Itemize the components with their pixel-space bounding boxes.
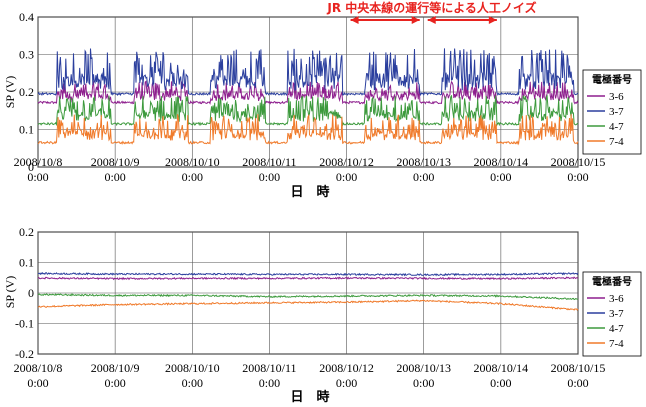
legend-label-3-7: 3-7: [609, 308, 624, 320]
legend-title: 電極番号: [592, 73, 632, 86]
x-tick-time: 0:00: [182, 170, 203, 184]
annotation-arrow-head-left: [350, 16, 359, 24]
series-line-7-4: [37, 113, 579, 146]
x-tick-time: 0:00: [567, 376, 588, 390]
x-axis-label-bottom: 日 時: [290, 389, 329, 405]
y-tick-label: 0.1: [19, 123, 34, 137]
x-axis-label-top: 日 時: [290, 184, 329, 200]
x-tick-date: 2008/10/8: [14, 155, 63, 169]
legend-label-3-6: 3-6: [609, 91, 624, 103]
legend-box: [582, 271, 642, 357]
x-tick-date: 2008/10/13: [396, 155, 451, 169]
x-tick-date: 2008/10/15: [551, 361, 606, 375]
legend-label-4-7: 4-7: [609, 323, 624, 335]
series-line-3-7: [37, 271, 579, 277]
y-tick-label: -0.2: [15, 347, 34, 361]
x-tick-time: 0:00: [104, 376, 125, 390]
x-tick-date: 2008/10/11: [242, 155, 296, 169]
legend-label-3-7: 3-7: [609, 106, 624, 118]
legend: 電極番号 3-6 3-7 4-7 7-4: [582, 69, 642, 155]
y-tick-label: 0.3: [19, 48, 34, 62]
x-tick-time: 0:00: [413, 170, 434, 184]
legend-label-7-4: 7-4: [609, 136, 624, 148]
x-tick-date: 2008/10/9: [91, 361, 140, 375]
x-tick-time: 0:00: [259, 170, 280, 184]
x-tick-time: 0:00: [336, 376, 357, 390]
y-axis-label-top: SP (V): [3, 76, 17, 109]
series-layer: [37, 271, 579, 311]
x-tick-time: 0:00: [27, 170, 48, 184]
y-axis-label-bottom: SP (V): [3, 276, 17, 309]
x-tick-date: 2008/10/12: [319, 361, 374, 375]
y-tick-label: 0.2: [19, 225, 34, 239]
x-tick-time: 0:00: [567, 170, 588, 184]
x-tick-time: 0:00: [27, 376, 48, 390]
series-line-4-7: [37, 94, 579, 127]
x-tick-date: 2008/10/11: [242, 361, 296, 375]
x-tick-date: 2008/10/8: [14, 361, 63, 375]
legend-label-7-4: 7-4: [609, 338, 624, 350]
chart-bottom: SP (V) 日 時 0.20.10-0.1-0.22008/10/80:002…: [3, 225, 642, 405]
x-tick-time: 0:00: [336, 170, 357, 184]
x-tick-date: 2008/10/14: [474, 155, 529, 169]
x-tick-time: 0:00: [182, 376, 203, 390]
annotation-arrow-head-left: [427, 16, 436, 24]
x-tick-date: 2008/10/10: [165, 361, 220, 375]
x-tick-date: 2008/10/15: [551, 155, 606, 169]
series-line-3-7: [37, 48, 579, 97]
legend-title: 電極番号: [592, 275, 632, 288]
x-tick-time: 0:00: [104, 170, 125, 184]
x-tick-date: 2008/10/13: [396, 361, 451, 375]
y-tick-label: 0.2: [19, 85, 34, 99]
series-line-3-6: [37, 80, 579, 105]
x-tick-date: 2008/10/14: [474, 361, 529, 375]
y-tick-label: 0.1: [19, 256, 34, 270]
series-line-4-7: [37, 293, 579, 301]
series-line-3-6: [37, 276, 579, 281]
y-tick-label: 0.4: [19, 10, 34, 24]
annotation-arrow-head-right: [411, 16, 420, 24]
legend-box: [582, 69, 642, 155]
y-tick-label: -0.1: [15, 317, 34, 331]
legend: 電極番号 3-6 3-7 4-7 7-4: [582, 271, 642, 357]
chart-top: SP (V) JR 中央本線の運行等による人工ノイズ 日 時 0 0.1 0.2 0.…: [3, 0, 642, 200]
legend-label-4-7: 4-7: [609, 121, 624, 133]
x-tick-time: 0:00: [259, 376, 280, 390]
y-tick-label: 0: [28, 286, 34, 300]
legend-label-3-6: 3-6: [609, 293, 624, 305]
x-tick-date: 2008/10/12: [319, 155, 374, 169]
series-line-7-4: [37, 299, 579, 311]
x-tick-time: 0:00: [413, 376, 434, 390]
x-tick-date: 2008/10/10: [165, 155, 220, 169]
x-tick-date: 2008/10/9: [91, 155, 140, 169]
x-tick-time: 0:00: [490, 170, 511, 184]
annotation-arrow-head-right: [488, 16, 497, 24]
annotation-text: JR 中央本線の運行等による人工ノイズ: [326, 0, 536, 15]
x-tick-time: 0:00: [490, 376, 511, 390]
y-tick-label: 0: [28, 160, 34, 174]
series-layer: [37, 48, 579, 146]
